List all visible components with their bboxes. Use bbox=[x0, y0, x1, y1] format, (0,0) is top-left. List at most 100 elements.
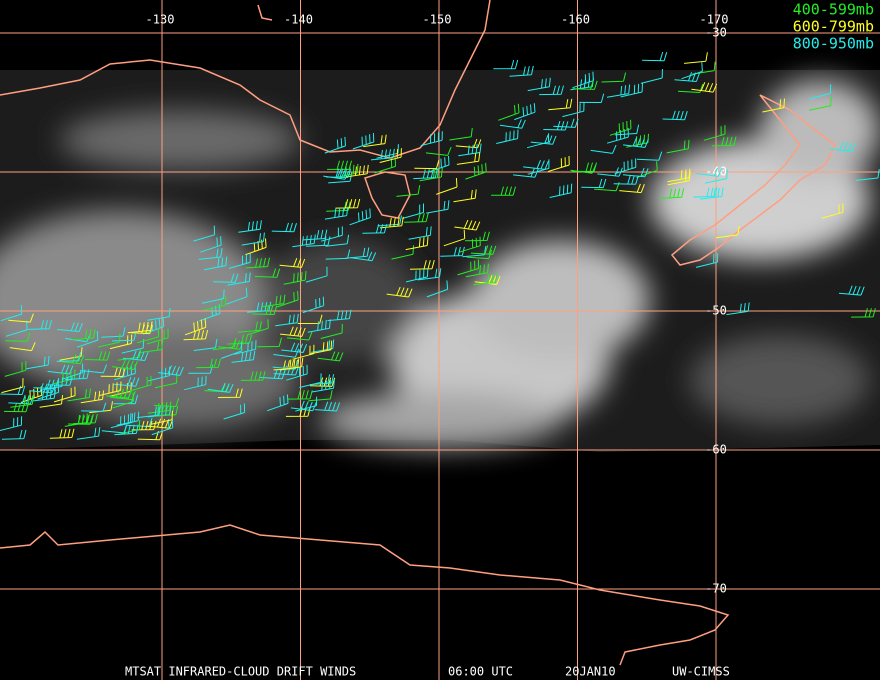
longitude-label: -140 bbox=[284, 13, 313, 27]
wind-barb bbox=[362, 224, 388, 234]
wind-barb bbox=[345, 247, 370, 259]
wind-barb bbox=[4, 361, 27, 377]
wind-barb bbox=[32, 389, 56, 402]
wind-barb bbox=[240, 371, 266, 381]
wind-barb bbox=[622, 167, 649, 178]
wind-barb bbox=[320, 226, 343, 242]
wind-barb bbox=[562, 102, 585, 118]
wind-barb bbox=[237, 321, 262, 333]
wind-barb bbox=[526, 133, 550, 149]
wind-barb bbox=[609, 119, 632, 136]
wind-barb bbox=[465, 231, 490, 242]
wind-barb bbox=[8, 313, 34, 323]
wind-barb bbox=[523, 160, 549, 170]
wind-barb bbox=[281, 342, 308, 353]
wind-barb bbox=[370, 148, 395, 161]
wind-barb bbox=[267, 394, 289, 412]
wind-barb bbox=[309, 340, 333, 355]
wind-barb bbox=[26, 355, 50, 370]
wind-barb bbox=[114, 424, 139, 436]
wind-barb bbox=[71, 329, 96, 341]
wind-barb bbox=[327, 309, 352, 322]
wind-barb bbox=[426, 280, 449, 298]
wind-barb bbox=[137, 327, 159, 344]
wind-barb bbox=[147, 307, 171, 321]
wind-barb bbox=[705, 169, 728, 184]
wind-barb bbox=[275, 313, 299, 327]
legend-entry: 600-799mb bbox=[793, 18, 874, 36]
wind-barb bbox=[306, 236, 331, 247]
wind-barb bbox=[640, 68, 663, 84]
wind-barb bbox=[590, 144, 617, 154]
wind-barb bbox=[217, 388, 243, 398]
wind-barb bbox=[137, 406, 161, 419]
wind-barb bbox=[212, 337, 237, 351]
wind-barb bbox=[56, 351, 82, 362]
wind-barb bbox=[376, 144, 399, 159]
wind-barb bbox=[821, 203, 844, 219]
wind-barb bbox=[662, 110, 688, 121]
wind-barb bbox=[37, 383, 60, 400]
wind-barb bbox=[292, 344, 315, 360]
wind-barb bbox=[67, 415, 93, 425]
wind-barb bbox=[613, 175, 639, 185]
wind-barb bbox=[228, 253, 251, 269]
australia-coast bbox=[257, 4, 273, 21]
wind-barb bbox=[207, 382, 234, 393]
wind-barb bbox=[572, 162, 597, 172]
wind-barb bbox=[223, 403, 246, 420]
wind-barb bbox=[97, 333, 121, 348]
wind-barb bbox=[112, 359, 138, 370]
wind-barb bbox=[420, 131, 443, 147]
wind-barb bbox=[76, 331, 99, 348]
wind-barb bbox=[620, 82, 643, 98]
wind-barb bbox=[417, 268, 442, 281]
wind-barb bbox=[131, 420, 157, 431]
wind-barb bbox=[213, 273, 239, 283]
longitude-label: -160 bbox=[561, 13, 590, 27]
wind-barb bbox=[67, 388, 91, 402]
wind-barb bbox=[111, 331, 137, 342]
wind-barb bbox=[539, 85, 564, 96]
wind-barb bbox=[196, 358, 221, 369]
wind-barb bbox=[247, 319, 269, 336]
wind-barb bbox=[491, 186, 516, 196]
wind-barb bbox=[122, 350, 149, 361]
wind-barb bbox=[345, 164, 369, 178]
wind-barb bbox=[391, 245, 414, 260]
wind-barb bbox=[184, 375, 207, 391]
wind-barb bbox=[409, 259, 435, 270]
wind-barb bbox=[57, 322, 83, 332]
wind-barb bbox=[453, 189, 477, 203]
footer-product: MTSAT INFRARED-CLOUD DRIFT WINDS bbox=[125, 665, 356, 679]
wind-barb bbox=[548, 98, 573, 111]
wind-barb bbox=[234, 340, 257, 355]
wind-barb bbox=[280, 326, 306, 337]
wind-barb bbox=[496, 129, 519, 144]
wind-barb bbox=[151, 418, 174, 436]
wind-barb bbox=[696, 167, 723, 177]
wind-barb bbox=[226, 287, 248, 305]
wind-barb bbox=[527, 77, 551, 92]
wind-barb bbox=[290, 400, 317, 412]
wind-barb bbox=[674, 72, 700, 82]
wind-barb bbox=[184, 318, 207, 336]
wind-barb bbox=[325, 249, 351, 260]
wind-barb bbox=[549, 183, 573, 198]
wind-barb bbox=[762, 98, 785, 113]
wind-barb bbox=[636, 151, 663, 161]
wind-barb bbox=[684, 52, 708, 64]
wind-barb bbox=[297, 314, 323, 324]
antarctica-coast bbox=[0, 524, 730, 666]
wind-barb bbox=[231, 350, 256, 363]
wind-barb bbox=[317, 351, 344, 362]
wind-barb bbox=[302, 296, 325, 314]
wind-barb bbox=[283, 271, 307, 285]
wind-barb bbox=[547, 155, 570, 172]
wind-barb bbox=[58, 354, 85, 365]
wind-barb bbox=[139, 340, 164, 353]
wind-barb bbox=[579, 93, 605, 103]
wind-barb bbox=[245, 257, 270, 269]
wind-barb bbox=[286, 331, 313, 341]
